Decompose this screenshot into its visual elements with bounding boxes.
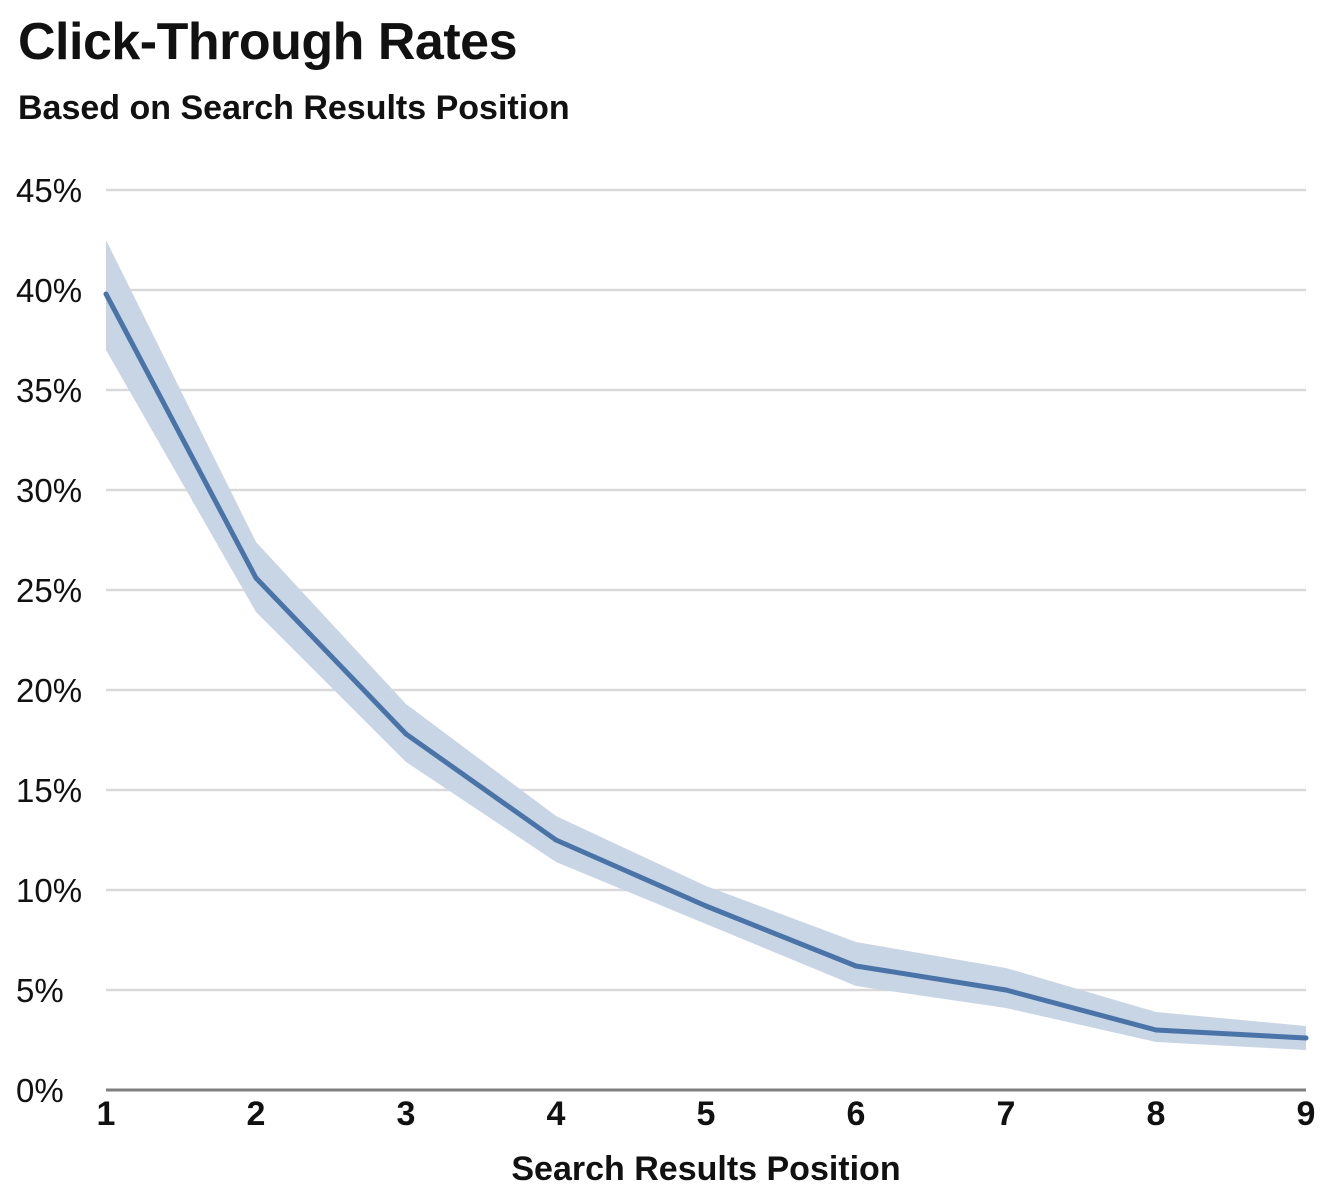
- x-axis-label: Search Results Position: [511, 1150, 900, 1188]
- y-tick-label: 20%: [16, 672, 82, 709]
- y-tick-label: 35%: [16, 372, 82, 409]
- data-point: [1003, 987, 1009, 993]
- confidence-band-layer: [106, 240, 1306, 1050]
- data-point: [253, 575, 259, 581]
- series-line-layer: [103, 291, 1309, 1041]
- data-point: [703, 903, 709, 909]
- y-tick-label: 15%: [16, 772, 82, 809]
- y-tick-label: 10%: [16, 872, 82, 909]
- y-tick-label: 30%: [16, 472, 82, 509]
- y-tick-label: 25%: [16, 572, 82, 609]
- x-tick-label: 2: [247, 1095, 266, 1133]
- x-tick-label: 6: [847, 1095, 866, 1133]
- x-tick-label: 3: [397, 1095, 416, 1133]
- y-axis-tick-labels: 0% 5% 10% 15% 20% 25% 30% 35% 40% 45%: [16, 172, 82, 1109]
- x-tick-label: 8: [1147, 1095, 1166, 1133]
- y-tick-label: 0%: [16, 1072, 64, 1109]
- data-point: [1303, 1035, 1309, 1041]
- x-tick-label: 1: [97, 1095, 116, 1133]
- x-tick-label: 5: [697, 1095, 716, 1133]
- x-tick-label: 7: [997, 1095, 1016, 1133]
- data-point: [853, 963, 859, 969]
- chart-title: Click-Through Rates: [18, 13, 518, 71]
- data-point: [1153, 1027, 1159, 1033]
- x-tick-label: 9: [1297, 1095, 1316, 1133]
- gridlines: [106, 188, 1306, 992]
- x-axis-tick-labels: 1 2 3 4 5 6 7 8 9: [97, 1095, 1316, 1133]
- y-tick-label: 40%: [16, 272, 82, 309]
- chart-subtitle: Based on Search Results Position: [18, 89, 570, 127]
- confidence-band: [106, 240, 1306, 1050]
- series-line: [103, 292, 1307, 1041]
- data-point: [103, 291, 109, 297]
- data-point: [403, 731, 409, 737]
- x-tick-label: 4: [547, 1095, 566, 1133]
- y-tick-label: 5%: [16, 972, 64, 1009]
- y-tick-label: 45%: [16, 172, 82, 209]
- data-point: [553, 837, 559, 843]
